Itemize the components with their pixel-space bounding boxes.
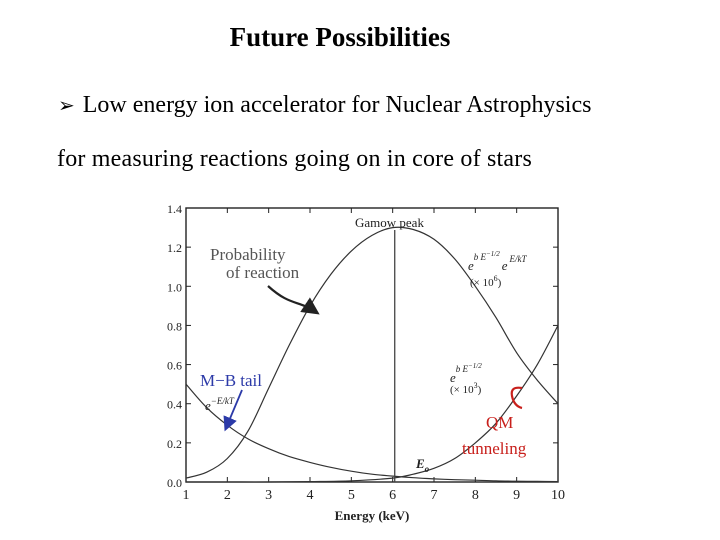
product-exp1: b E [474, 252, 487, 262]
gamow-peak-chart: 1 2 3 4 5 6 7 8 9 10 0.0 0.2 0.4 0.6 0.8 1.0 1.2 1.4 Gamo… [167, 202, 565, 523]
gamow-peak-label: Gamow peak [355, 215, 424, 230]
slide-title: Future Possibilities [229, 22, 451, 52]
e0-sub: o [425, 464, 430, 474]
series-line-0 [185, 226, 559, 479]
y-tick-label-3: 0.6 [167, 359, 182, 373]
e0-label: Eo [415, 456, 430, 474]
product-formula: eb E−1/2e E/kT [468, 250, 527, 273]
y-tick-label-6: 1.2 [167, 241, 182, 255]
product-scale-sup: 6 [494, 274, 498, 283]
series-line-1 [185, 383, 559, 483]
product-scale-end: ) [498, 277, 502, 289]
x-tick-label-7: 7 [431, 488, 438, 503]
mb-formula-base: e [205, 398, 211, 413]
mb-formula-exp: −E/kT [211, 396, 235, 406]
x-tick-label-10: 10 [551, 488, 565, 503]
product-exp2: E/kT [508, 254, 527, 264]
bullet-arrow-icon: ➢ [58, 93, 75, 117]
x-tick-label-4: 4 [307, 488, 314, 503]
probability-line-1: Probability [210, 245, 286, 264]
y-tick-label-7: 1.4 [167, 202, 182, 216]
mb-tail-label: M−B tail [200, 371, 262, 390]
bullet-point: ➢ Low energy ion accelerator for Nuclear … [58, 92, 591, 119]
y-tick-label-1: 0.2 [167, 437, 182, 451]
product-exp1-sup: −1/2 [486, 250, 500, 258]
qm-label: QM tunneling [462, 413, 527, 458]
bullet-text-continued: for measuring reactions going on in core… [57, 146, 532, 172]
tunnel-e: e [450, 370, 456, 385]
qm-line-1: QM [486, 413, 513, 432]
mb-tail-arrow [223, 389, 243, 432]
y-tick-label-0: 0.0 [167, 476, 182, 490]
x-tick-label-5: 5 [348, 488, 355, 503]
y-tick-label-4: 0.8 [167, 319, 182, 333]
tunnel-scale-sup: 3 [474, 381, 478, 390]
tunnel-exp-sup: −1/2 [468, 362, 482, 370]
y-tick-label-2: 0.4 [167, 398, 182, 412]
x-axis-label: Energy (keV) [335, 508, 410, 523]
product-e1: e [468, 258, 474, 273]
mb-formula: e−E/kT [205, 396, 235, 413]
bullet-text: Low energy ion accelerator for Nuclear A… [82, 92, 592, 118]
product-scale-text: (× 10 [470, 277, 494, 289]
x-tick-label-9: 9 [513, 488, 520, 503]
tunnel-formula: eb E−1/2 [450, 362, 482, 385]
tunnel-scale: (× 103) [450, 381, 482, 396]
y-tick-label-5: 1.0 [167, 280, 182, 294]
probability-arrow [267, 285, 320, 315]
x-tick-label-2: 2 [224, 488, 231, 503]
tunnel-exp: b E [456, 364, 469, 374]
product-scale: (× 106) [470, 274, 502, 289]
probability-line-2: of reaction [226, 263, 300, 282]
x-tick-label-1: 1 [183, 488, 190, 503]
series-line-2 [185, 325, 559, 483]
tunnel-scale-text: (× 10 [450, 384, 474, 396]
probability-label: Probability of reaction [210, 245, 300, 282]
tunnel-scale-end: ) [478, 384, 482, 396]
x-tick-label-3: 3 [265, 488, 272, 503]
x-tick-label-6: 6 [389, 488, 396, 503]
x-tick-label-8: 8 [472, 488, 479, 503]
plot-frame [185, 207, 559, 483]
qm-line-2: tunneling [462, 439, 527, 458]
e0-base: E [415, 456, 425, 471]
qm-bracket [510, 386, 523, 410]
product-e2: e [502, 258, 508, 273]
